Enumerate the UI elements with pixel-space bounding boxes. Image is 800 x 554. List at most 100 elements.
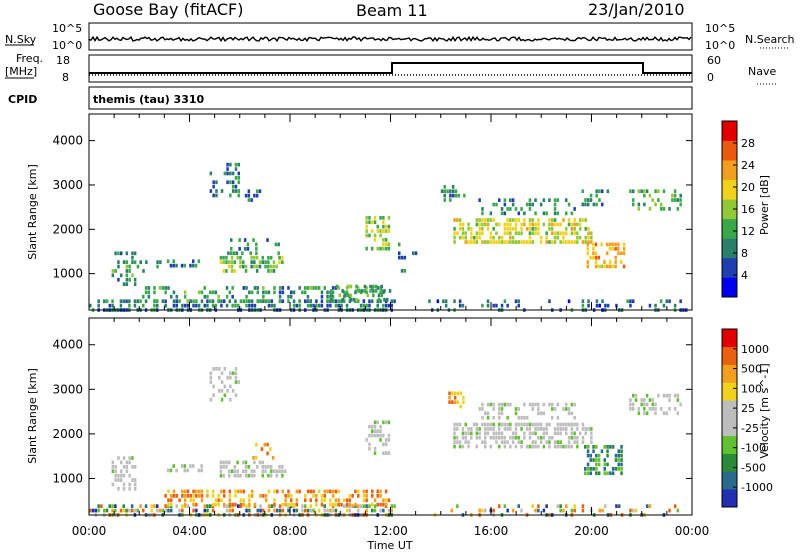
echo-cell (368, 442, 371, 447)
echo-cell (323, 494, 326, 498)
echo-cell (662, 189, 666, 194)
echo-cell (334, 502, 338, 507)
echo-cell (382, 216, 385, 220)
echo-cell (234, 494, 237, 498)
echo-cell (376, 429, 379, 433)
echo-cell (611, 247, 615, 251)
echo-cell (492, 422, 495, 427)
echo-cell (337, 498, 340, 503)
echo-cell (230, 247, 233, 251)
echo-cell (565, 407, 568, 411)
echo-cell (330, 293, 333, 298)
echo-cell (380, 289, 383, 293)
echo-cell (379, 233, 382, 238)
echo-cell (556, 444, 560, 449)
echo-cell (281, 255, 284, 260)
echo-cell (620, 251, 623, 256)
echo-cell (122, 260, 126, 264)
echo-cell (614, 467, 618, 471)
echo-cell (315, 502, 318, 507)
echo-cell (244, 473, 248, 478)
echo-cell (357, 286, 360, 290)
echo-cell (618, 504, 621, 508)
velocity-colorbar-label: Velocity [m s^-1] (758, 363, 771, 458)
echo-cell (301, 508, 304, 513)
echo-cell (498, 431, 501, 436)
echo-cell (212, 384, 215, 389)
echo-cell (197, 303, 201, 308)
echo-cell (267, 260, 270, 264)
echo-cell (192, 489, 195, 494)
freq-tick-high: 18 (56, 54, 70, 67)
echo-cell (506, 207, 509, 211)
echo-cell (209, 171, 213, 176)
echo-cell (573, 431, 576, 436)
echo-cell (486, 431, 490, 436)
echo-cell (206, 504, 209, 508)
echo-cell (284, 502, 287, 507)
echo-cell (253, 473, 256, 478)
xtick-label: 04:00 (172, 524, 207, 538)
echo-cell (428, 299, 431, 304)
echo-cell (230, 260, 234, 264)
echo-cell (273, 303, 276, 308)
echo-cell (528, 427, 532, 431)
echo-cell (595, 467, 598, 471)
echo-cell (108, 504, 111, 508)
echo-cell (486, 422, 490, 427)
echo-cell (267, 303, 271, 308)
echo-cell (250, 255, 253, 260)
echo-cell (214, 290, 218, 295)
echo-cell (345, 498, 349, 503)
echo-cell (559, 231, 562, 236)
echo-cell (537, 218, 540, 222)
echo-cell (643, 193, 646, 198)
echo-cell (276, 508, 279, 513)
echo-cell (609, 445, 612, 449)
echo-cell (264, 498, 268, 503)
echo-cell (284, 498, 287, 503)
echo-cell (603, 458, 606, 462)
echo-cell (281, 290, 285, 295)
echo-cell (506, 227, 509, 231)
colorbar-tick-label: 1000 (741, 343, 769, 356)
echo-cell (584, 467, 587, 471)
echo-cell (161, 286, 165, 290)
echo-cell (278, 286, 282, 290)
echo-cell (252, 456, 255, 460)
echo-cell (597, 255, 601, 260)
echo-cell (226, 167, 229, 171)
echo-cell (498, 504, 501, 508)
echo-cell (225, 303, 229, 308)
echo-cell (590, 427, 593, 431)
echo-cell (245, 303, 248, 308)
echo-cell (531, 407, 534, 411)
echo-cell (230, 238, 233, 242)
echo-cell (273, 489, 276, 494)
echo-cell (347, 284, 350, 289)
echo-cell (517, 231, 520, 236)
echo-cell (481, 407, 484, 411)
echo-cell (195, 489, 198, 494)
echo-cell (553, 235, 557, 240)
echo-cell (622, 247, 626, 251)
echo-cell (253, 260, 256, 264)
echo-cell (175, 468, 178, 473)
echo-cell (659, 202, 663, 207)
echo-cell (278, 504, 282, 508)
echo-cell (525, 240, 529, 244)
echo-cell (362, 498, 366, 503)
echo-cell (250, 198, 253, 202)
echo-cell (581, 427, 585, 431)
echo-cell (620, 467, 623, 471)
echo-cell (315, 498, 318, 503)
echo-cell (548, 240, 551, 244)
echo-cell (183, 494, 187, 498)
echo-cell (329, 498, 332, 503)
nsky-tick-high: 10^5 (52, 22, 82, 35)
echo-cell (349, 284, 353, 289)
echo-cell (595, 471, 598, 476)
echo-cell (578, 227, 582, 231)
echo-cell (629, 189, 632, 194)
echo-cell (584, 427, 587, 431)
